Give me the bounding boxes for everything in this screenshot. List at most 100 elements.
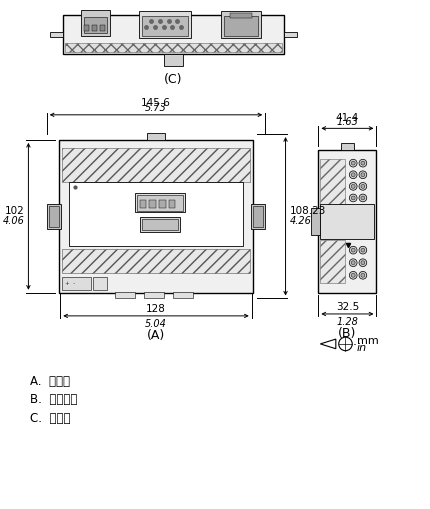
Text: (C): (C) <box>164 73 183 86</box>
Text: 5.73: 5.73 <box>145 103 167 113</box>
Bar <box>224 16 258 36</box>
Bar <box>62 277 91 290</box>
Bar <box>253 206 263 227</box>
Circle shape <box>351 184 355 188</box>
Bar <box>49 206 59 227</box>
Bar <box>59 140 253 293</box>
Bar <box>169 200 175 208</box>
Bar <box>137 195 183 211</box>
Text: (B): (B) <box>338 327 356 341</box>
Circle shape <box>361 261 365 265</box>
Circle shape <box>359 271 367 279</box>
Circle shape <box>361 248 365 252</box>
Bar <box>115 292 135 298</box>
Text: mm: mm <box>357 336 379 346</box>
Circle shape <box>349 246 357 254</box>
Bar <box>311 208 320 235</box>
Text: 4.06: 4.06 <box>3 216 25 226</box>
Bar <box>83 17 107 33</box>
Text: 41.4: 41.4 <box>336 112 359 123</box>
Circle shape <box>351 248 355 252</box>
Bar <box>84 25 89 31</box>
Bar <box>47 204 61 229</box>
Circle shape <box>349 171 357 179</box>
Bar <box>135 193 185 212</box>
Circle shape <box>361 273 365 277</box>
Circle shape <box>359 194 367 202</box>
Text: 1.63: 1.63 <box>336 118 358 127</box>
Circle shape <box>361 196 365 200</box>
Bar <box>251 204 265 229</box>
Circle shape <box>258 222 261 226</box>
Bar <box>149 200 156 208</box>
Text: 4.26: 4.26 <box>289 216 311 226</box>
Bar <box>62 148 250 183</box>
Circle shape <box>351 173 355 177</box>
Bar <box>100 25 105 31</box>
Bar <box>69 183 243 246</box>
Circle shape <box>351 196 355 200</box>
Circle shape <box>361 173 365 177</box>
Circle shape <box>361 184 365 188</box>
Circle shape <box>361 161 365 165</box>
Bar <box>164 54 183 66</box>
Bar <box>144 292 164 298</box>
Bar <box>92 25 97 31</box>
Circle shape <box>54 211 58 215</box>
Circle shape <box>351 273 355 277</box>
Circle shape <box>54 222 58 226</box>
Bar <box>341 143 354 150</box>
Text: 102: 102 <box>5 207 25 216</box>
Bar <box>140 217 180 232</box>
Circle shape <box>349 259 357 267</box>
Circle shape <box>253 211 257 215</box>
Text: 32.5: 32.5 <box>336 302 359 312</box>
Circle shape <box>49 222 52 226</box>
Circle shape <box>258 211 261 215</box>
Bar <box>140 200 146 208</box>
Bar <box>230 13 252 18</box>
Text: 5.04: 5.04 <box>145 319 167 329</box>
Bar <box>65 43 282 52</box>
Text: B.  右側面図: B. 右側面図 <box>31 393 78 406</box>
Text: (A): (A) <box>147 329 165 343</box>
Bar <box>138 11 191 39</box>
Text: 128: 128 <box>146 304 166 314</box>
Text: +  -: + - <box>65 281 75 287</box>
Circle shape <box>349 183 357 190</box>
Bar <box>320 204 375 239</box>
Bar <box>318 150 376 293</box>
Circle shape <box>49 211 52 215</box>
Circle shape <box>359 246 367 254</box>
Text: A.  正面図: A. 正面図 <box>31 375 71 388</box>
Bar <box>50 32 63 38</box>
Text: in: in <box>357 343 367 353</box>
Bar <box>159 200 166 208</box>
Circle shape <box>339 337 352 351</box>
Bar <box>284 32 297 38</box>
Bar <box>147 133 165 140</box>
Bar <box>93 277 107 290</box>
Text: 1.28: 1.28 <box>336 317 358 327</box>
Bar <box>62 249 250 273</box>
Circle shape <box>349 271 357 279</box>
Circle shape <box>349 194 357 202</box>
Bar <box>80 10 110 36</box>
Bar <box>141 16 188 36</box>
Text: 108.23: 108.23 <box>289 207 326 216</box>
Circle shape <box>359 159 367 167</box>
Circle shape <box>349 159 357 167</box>
Bar <box>221 11 261 39</box>
Text: C.  底面図: C. 底面図 <box>31 412 71 425</box>
Bar <box>63 15 284 54</box>
Bar <box>173 292 193 298</box>
Circle shape <box>351 261 355 265</box>
Circle shape <box>351 161 355 165</box>
Bar <box>320 159 345 206</box>
Text: 145.6: 145.6 <box>141 98 171 108</box>
Polygon shape <box>320 339 336 349</box>
Circle shape <box>359 171 367 179</box>
Bar <box>141 219 178 230</box>
Circle shape <box>359 183 367 190</box>
Circle shape <box>359 259 367 267</box>
